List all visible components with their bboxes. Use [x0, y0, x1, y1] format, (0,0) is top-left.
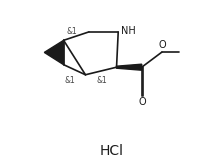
Text: O: O: [138, 97, 146, 108]
Polygon shape: [44, 40, 64, 65]
Text: &1: &1: [97, 76, 108, 85]
Text: HCl: HCl: [99, 144, 124, 158]
Text: &1: &1: [67, 27, 77, 36]
Polygon shape: [117, 64, 142, 70]
Text: &1: &1: [65, 76, 76, 85]
Text: NH: NH: [121, 26, 136, 36]
Text: O: O: [159, 39, 167, 50]
